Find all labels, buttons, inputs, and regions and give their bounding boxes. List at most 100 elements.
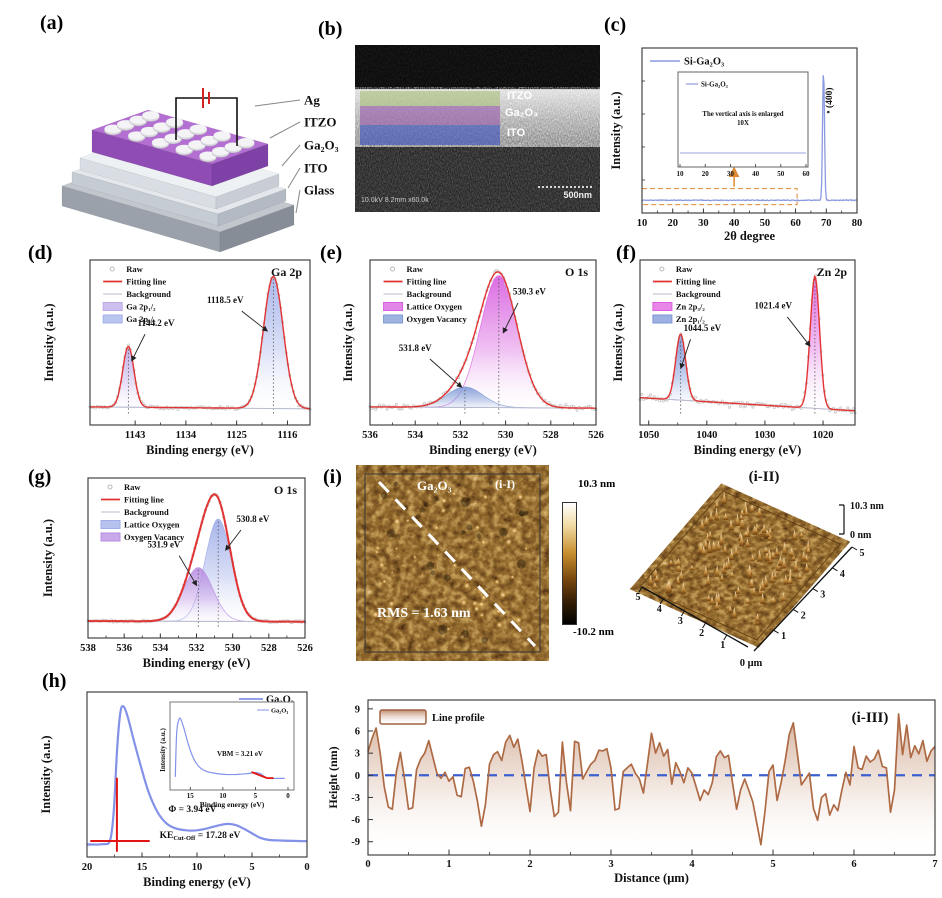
panel-title: O 1s bbox=[274, 483, 297, 497]
x-tick-label: 50 bbox=[760, 218, 771, 229]
leader-line bbox=[269, 121, 301, 139]
legend-label: Ga 2p₁/₂ bbox=[126, 302, 156, 312]
panel-label-d: (d) bbox=[28, 242, 53, 264]
xrd-plot: 10 20 30 40 50 60 70 80 2θ degree Intensity (a.u.… bbox=[609, 47, 862, 243]
legend-label: Ga₂O₃ bbox=[266, 695, 294, 706]
y-axis-label: Intensity (a.u.) bbox=[341, 303, 355, 381]
leader-line bbox=[295, 189, 301, 214]
ups-plot: Φ = 3.94 eV KECut-Off = 17.28 eV 20 15 10 5 0 B… bbox=[39, 691, 310, 889]
axis-3d-tick: 2 bbox=[801, 610, 806, 621]
legend-label: Zn 2p₃/₂ bbox=[676, 302, 705, 312]
leader-line bbox=[281, 144, 301, 167]
component-fill bbox=[87, 567, 306, 623]
x-tick-label: 1030 bbox=[754, 430, 775, 441]
layer-label: Ga₂O₃ bbox=[304, 138, 339, 153]
x-tick-label: 1 bbox=[446, 859, 451, 870]
legend-label: Lattice Oxygen bbox=[124, 520, 180, 530]
x-axis-label: Binding energy (eV) bbox=[143, 875, 251, 889]
sem-label-ito: ITO bbox=[507, 127, 526, 139]
legend-label: Raw bbox=[124, 482, 141, 492]
peak-annotation: 530.3 eV bbox=[513, 287, 546, 297]
x-tick-label: 70 bbox=[821, 218, 832, 229]
x-tick-label: 40 bbox=[729, 218, 740, 229]
vbm-label: VBM = 3.21 eV bbox=[217, 750, 263, 758]
sem-image: ITZO Ga₂O₃ ITO 10.0kV 8.2mm x60.0k 500nm bbox=[355, 45, 600, 212]
inset-tick-label: 30 bbox=[727, 170, 735, 178]
profile-plot: 0 1 2 3 4 5 6 7 9 6 3 0 -3 -6 -9 Distance (μm) Height (n… bbox=[326, 699, 938, 885]
layer-label: Glass bbox=[304, 183, 334, 198]
profile-fill bbox=[368, 714, 935, 855]
y-tick-label: 0 bbox=[355, 771, 360, 782]
panel-label-h: (h) bbox=[42, 670, 67, 692]
y-tick-label: -3 bbox=[351, 793, 360, 804]
zoom-region-box bbox=[641, 188, 798, 206]
x-tick-label: 10 bbox=[192, 862, 203, 873]
xps-zn2p-chart: 1050 1040 1030 1020 Binding energy (eV) Inten… bbox=[611, 259, 857, 457]
subpanel-label: (i-III) bbox=[852, 710, 889, 726]
afm-overlays bbox=[364, 473, 541, 653]
inset-tick-label: 10 bbox=[677, 170, 685, 178]
y-tick-label: 6 bbox=[355, 727, 360, 738]
fit-line bbox=[639, 274, 855, 412]
legend-label: Fitting line bbox=[124, 495, 164, 505]
panel-label-a: (a) bbox=[40, 12, 64, 34]
x-tick-label: 536 bbox=[362, 430, 378, 441]
x-axis-3d bbox=[641, 586, 749, 648]
device-stack: Ag ITZO Ga₂O₃ ITO Glass bbox=[61, 88, 339, 253]
x-tick-label: 534 bbox=[152, 643, 169, 654]
leader-line bbox=[287, 167, 301, 189]
z-zero-label: 0 nm bbox=[850, 530, 872, 541]
x-tick-label: 0 bbox=[304, 862, 309, 873]
x-tick-label: 530 bbox=[498, 430, 514, 441]
legend-label: Lattice Oxygen bbox=[407, 302, 463, 312]
sem-texture bbox=[355, 45, 600, 212]
scalebar-dots bbox=[538, 186, 592, 188]
y-axis-label: Intensity (a.u.) bbox=[611, 303, 625, 381]
legend-label: Ga 2p₃/₂ bbox=[126, 314, 156, 324]
x-tick-label: 20 bbox=[667, 218, 678, 229]
legend-label: Background bbox=[676, 289, 721, 299]
layer-label: ITZO bbox=[304, 115, 337, 130]
subpanel-label: (i-II) bbox=[749, 469, 780, 485]
y-axis-3d bbox=[753, 546, 853, 652]
xps-o1s-itzo-chart: 536 534 532 530 528 526 Binding energy (eV) Int… bbox=[341, 259, 604, 457]
x-tick-label: 1040 bbox=[696, 430, 717, 441]
x-tick-label: 30 bbox=[698, 218, 709, 229]
afm-3d-view: 5 4 3 2 1 1 2 3 4 5 0 μm 10.3 nm 0 nm (i-II) bbox=[636, 469, 885, 669]
x-axis-label: Binding energy (eV) bbox=[143, 656, 251, 670]
colorbar-min-label: -10.2 nm bbox=[573, 626, 614, 638]
leader-line bbox=[254, 99, 301, 107]
origin-label: 0 μm bbox=[740, 658, 763, 669]
vbm-extrapolation-line bbox=[251, 771, 268, 779]
legend-label: Background bbox=[126, 289, 171, 299]
x-tick-label: 4 bbox=[689, 859, 695, 870]
axis-3d-tick: 5 bbox=[636, 592, 641, 603]
x-tick-label: 532 bbox=[453, 430, 469, 441]
legend-label: Background bbox=[407, 289, 452, 299]
afm-2d-image bbox=[364, 473, 541, 653]
x-tick-label: 536 bbox=[116, 643, 132, 654]
xrd-chart: 10 20 30 40 50 60 70 80 2θ degree Intensity (a.u.… bbox=[609, 47, 862, 243]
svgf-plot: 1050 1040 1030 1020 Binding energy (eV) Inten… bbox=[611, 259, 857, 457]
x-tick-label: 60 bbox=[790, 218, 801, 229]
inset-tick-label: 0 bbox=[286, 792, 290, 800]
axis-3d-tick: 3 bbox=[820, 590, 825, 601]
peak-annotation: 531.8 eV bbox=[399, 343, 432, 353]
xrd-trace bbox=[641, 75, 858, 202]
legend-swatch bbox=[379, 709, 427, 725]
xps-ga2p-chart: 1143 1134 1125 1116 Binding energy (eV) Inten… bbox=[42, 259, 312, 457]
peak-annotation: 1144.2 eV bbox=[138, 318, 175, 328]
axis-3d-tick: 4 bbox=[657, 604, 662, 615]
x-tick-label: 1050 bbox=[638, 430, 659, 441]
y-axis-label: Intensity (a.u.) bbox=[609, 91, 623, 169]
profile-section-line bbox=[377, 480, 537, 648]
fit-line bbox=[89, 275, 311, 410]
panel-title: Ga 2p bbox=[271, 265, 302, 279]
inset-tick-label: 20 bbox=[702, 170, 710, 178]
legend-label: Si-Ga₂O₃ bbox=[684, 57, 724, 68]
sem-scalebar: 500nm bbox=[538, 186, 592, 200]
legend-label: Raw bbox=[407, 264, 424, 274]
legend-label: Raw bbox=[126, 264, 143, 274]
scalebar-label: 500nm bbox=[563, 190, 592, 200]
